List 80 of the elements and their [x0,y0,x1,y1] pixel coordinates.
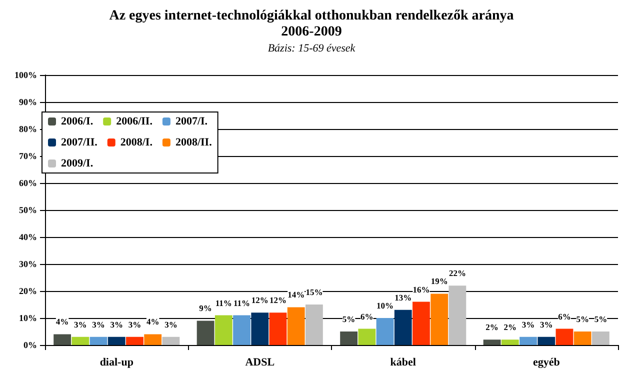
bar [126,336,144,345]
bar [305,304,323,345]
bar [376,318,394,345]
bar [90,336,108,345]
y-tick-label: 10% [19,313,37,323]
bar [340,332,358,345]
data-label: 22% [448,268,466,278]
data-label: 3% [110,319,123,330]
bar [196,320,214,345]
data-label: 19% [430,276,448,286]
data-label: 15% [306,287,323,297]
data-label: 6% [558,311,571,322]
legend-label: 2006/I. [61,116,94,128]
x-tick-label: kábel [390,356,416,368]
bar [483,340,501,345]
legend-label: 2009/I. [61,158,94,170]
y-tick-label: 80% [19,124,37,134]
data-label: 11% [215,298,232,308]
y-tick-label: 20% [19,286,37,296]
data-label: 13% [394,292,412,302]
data-label: 12% [251,295,268,306]
data-label: 12% [269,295,286,306]
bar [214,315,232,345]
legend-label: 2007/I. [175,116,208,128]
bar [233,315,250,345]
bar [501,340,519,345]
data-label: 3% [522,319,535,330]
chart-title: Az egyes internet-technológiákkal otthonukban rendelkezők aránya 2006-2009 [109,8,514,40]
data-label: 3% [540,319,553,330]
data-label: 16% [412,284,430,294]
data-label: 3% [74,319,87,330]
y-tick-label: 50% [19,205,37,215]
bar [394,310,412,345]
bar [108,336,126,345]
bar [54,334,72,345]
x-tick-label: ADSL [245,356,275,368]
data-label: 3% [128,319,142,330]
y-tick-label: 30% [19,259,37,269]
data-label: 4% [146,316,160,327]
bar [144,334,162,345]
legend-label: 2006/II. [116,116,153,128]
bar [592,332,610,345]
bar [430,294,448,345]
data-label: 9% [199,303,212,314]
data-label: 6% [360,311,374,322]
data-label: 4% [56,316,69,327]
legend-label: 2008/II. [175,136,212,148]
bar [269,312,287,345]
bar [556,328,574,345]
bar [574,332,592,345]
y-tick-label: 90% [19,97,37,107]
bar [412,302,430,345]
legend-label: 2008/I. [120,136,153,148]
data-label: 5% [594,314,608,324]
data-label: 2% [486,322,498,332]
y-tick-label: 0% [24,340,37,350]
x-tick-label: dial-up [100,356,134,368]
data-label: 10% [376,300,394,310]
data-label: 5% [576,314,589,324]
y-tick-label: 40% [19,232,37,242]
bar [251,312,269,345]
bar [72,336,90,345]
data-label: 2% [504,322,517,332]
bar [448,286,466,345]
bar [162,336,180,345]
data-label: 3% [164,319,178,330]
data-label: 11% [234,298,250,308]
y-tick-label: 100% [14,70,37,80]
chart-subtitle: Bázis: 15-69 évesek [268,42,356,54]
bar [538,336,556,345]
x-tick-label: egyéb [532,356,560,368]
data-label: 3% [92,319,105,330]
data-label: 5% [342,314,356,324]
y-tick-label: 70% [19,151,37,161]
bar [287,307,305,345]
y-tick-label: 60% [19,178,37,188]
data-label: 14% [288,290,305,300]
legend-label: 2007/II. [61,136,98,148]
bar [520,336,537,345]
bar [358,328,376,345]
